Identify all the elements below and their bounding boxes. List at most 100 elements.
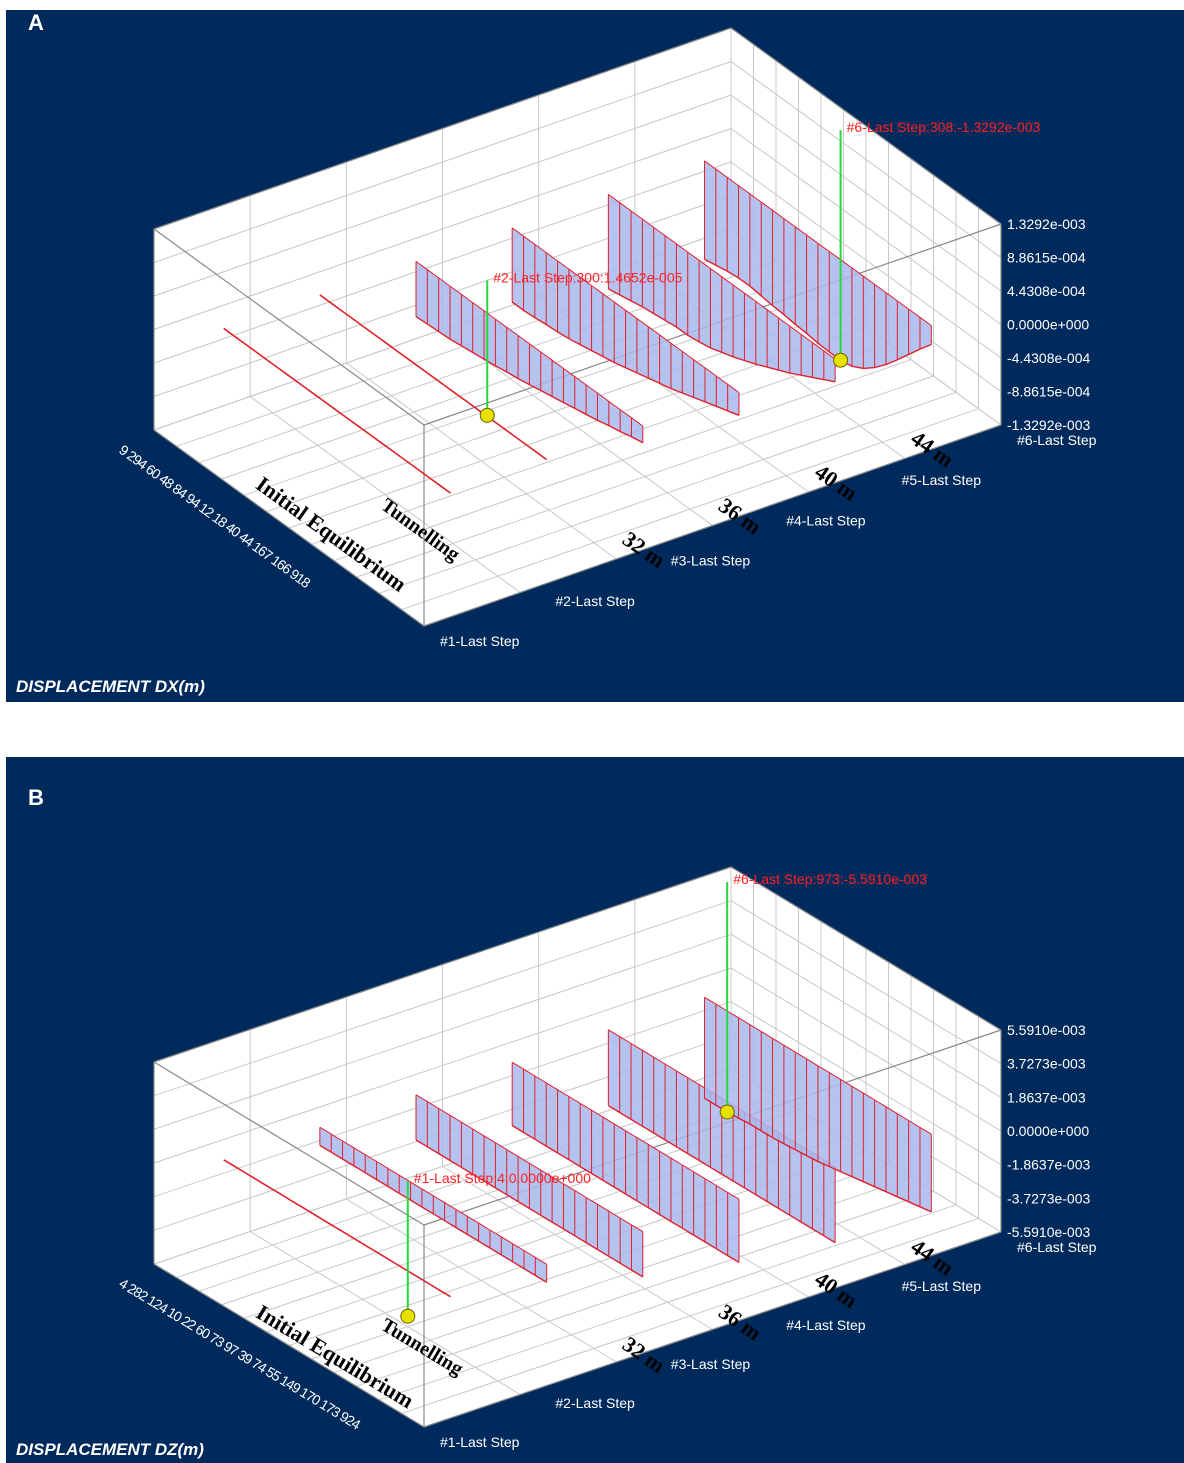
series-baseline <box>608 193 836 360</box>
floor-grid-line <box>378 1204 957 1401</box>
series-baseline <box>511 1061 740 1200</box>
step-label: #2-Last Step <box>555 593 635 609</box>
step-label: #3-Last Step <box>671 553 751 569</box>
box-edge <box>730 27 1002 225</box>
probe-label: #2-Last Step:300:1.4652e-005 <box>493 269 682 285</box>
box-edge <box>153 1061 425 1226</box>
panel-label: A <box>28 10 44 35</box>
probe-marker <box>833 352 849 368</box>
series-line <box>415 316 644 444</box>
series-6 <box>704 996 932 1213</box>
series-line <box>415 1139 644 1278</box>
wall-grid-line <box>730 94 1002 292</box>
floor-grid-line <box>356 1190 934 1387</box>
series-line <box>223 1159 451 1298</box>
step-label: #4-Last Step <box>786 1317 866 1333</box>
series-3 <box>415 1094 644 1278</box>
probe-label: #1-Last Step:4:0.0000e+000 <box>414 1170 591 1186</box>
series-line <box>223 327 451 494</box>
box-edge <box>153 228 425 426</box>
series-baseline <box>511 227 740 394</box>
series-3 <box>415 260 644 444</box>
chart-panel-dx: A 1.3292e-003 8.8615e-004 4.4308e-004 0.000… <box>6 10 1184 702</box>
axis-tick-label: 3.7273e-003 <box>1007 1056 1086 1072</box>
chart-box: 1.3292e-003 8.8615e-004 4.4308e-004 0.0000e… <box>116 27 1097 649</box>
series-5 <box>607 193 836 383</box>
plot-area: 5.5910e-003 3.7273e-003 1.8637e-003 0.0000e… <box>116 866 1097 1450</box>
axis-tick-label: 8.8615e-004 <box>1007 250 1086 266</box>
wall-grid-line <box>730 900 1002 1065</box>
wall-grid-line <box>730 128 1002 325</box>
series-1 <box>223 327 451 494</box>
axis-tick-label: 0.0000e+000 <box>1007 317 1089 333</box>
axis-tick-label: 1.3292e-003 <box>1007 216 1086 232</box>
series-2 <box>319 1126 548 1283</box>
axis-tick-label: -1.3292e-003 <box>1007 417 1091 433</box>
quantity-label: DISPLACEMENT DZ(m) <box>16 1440 204 1459</box>
wall-grid-line <box>730 61 1002 258</box>
box-edge <box>423 424 1002 627</box>
step-label: #1-Last Step <box>440 1434 520 1450</box>
wall-grid-line <box>153 933 732 1130</box>
axis-tick-label: -1.8637e-003 <box>1007 1157 1091 1173</box>
series-line <box>608 288 836 383</box>
series-1 <box>223 1159 451 1298</box>
wall-grid-line <box>153 128 732 330</box>
step-label: #4-Last Step <box>786 512 866 528</box>
step-label: #5-Last Step <box>902 472 982 488</box>
series-baseline <box>319 1126 547 1265</box>
step-label: #5-Last Step <box>902 1278 982 1294</box>
series-line <box>319 1144 547 1283</box>
box-edge <box>153 429 425 627</box>
series-line <box>608 1105 836 1244</box>
wall-grid-line <box>730 1001 1002 1166</box>
axis-tick-label: -5.5910e-003 <box>1007 1224 1091 1240</box>
series-line <box>319 294 548 461</box>
axis-tick-label: -8.8615e-004 <box>1007 384 1091 400</box>
axis-tick-label: 5.5910e-003 <box>1007 1022 1086 1038</box>
probe-label: #6-Last Step:308:-1.3292e-003 <box>847 119 1041 135</box>
wall-grid-line <box>153 1001 732 1198</box>
floor-grid-line <box>401 1217 979 1414</box>
chart-panel-dz: B 5.5910e-003 3.7273e-003 1.8637e-003 0.000… <box>6 757 1184 1463</box>
plot-area: 1.3292e-003 8.8615e-004 4.4308e-004 0.0000e… <box>116 27 1097 649</box>
series-baseline <box>415 260 644 427</box>
floor-grid-line <box>311 342 889 545</box>
wall-grid-line <box>153 967 732 1164</box>
step-label: #1-Last Step <box>440 633 520 649</box>
series-line <box>704 258 932 370</box>
wall-grid-line <box>153 900 732 1097</box>
series-baseline <box>415 1094 644 1233</box>
floor-grid-line <box>378 391 957 594</box>
axis-tick-label: -4.4308e-004 <box>1007 350 1091 366</box>
step-label: #6-Last Step <box>1017 1239 1097 1255</box>
series-line <box>511 301 740 416</box>
floor-grid-line <box>401 408 979 611</box>
box-edge <box>153 1263 425 1428</box>
axis-tick-label: 4.4308e-004 <box>1007 283 1086 299</box>
box-edge <box>153 27 732 230</box>
probe-marker <box>400 1308 416 1324</box>
wall-grid-line <box>730 933 1002 1098</box>
series-4 <box>511 227 740 416</box>
step-label: #3-Last Step <box>671 1356 751 1372</box>
step-label: #6-Last Step <box>1017 432 1097 448</box>
wall-grid-line <box>730 967 1002 1132</box>
box-edge <box>730 866 1002 1031</box>
probe-marker <box>719 1104 735 1120</box>
series-6 <box>704 160 932 370</box>
series-line <box>511 1124 740 1264</box>
axis-tick-label: 0.0000e+000 <box>1007 1123 1089 1139</box>
axis-tick-label: 1.8637e-003 <box>1007 1089 1086 1105</box>
series-line <box>704 1097 932 1213</box>
series-baseline <box>704 996 932 1135</box>
series-baseline <box>704 160 932 327</box>
series-4 <box>511 1061 740 1264</box>
step-label: #2-Last Step <box>555 1395 635 1411</box>
probe-label: #6-Last Step:973:-5.5910e-003 <box>733 871 927 887</box>
wall-grid-line <box>153 161 732 364</box>
box-edge <box>423 1231 1002 1428</box>
series-2 <box>319 294 548 461</box>
box-edge <box>153 866 732 1063</box>
floor-grid-line <box>333 359 912 562</box>
